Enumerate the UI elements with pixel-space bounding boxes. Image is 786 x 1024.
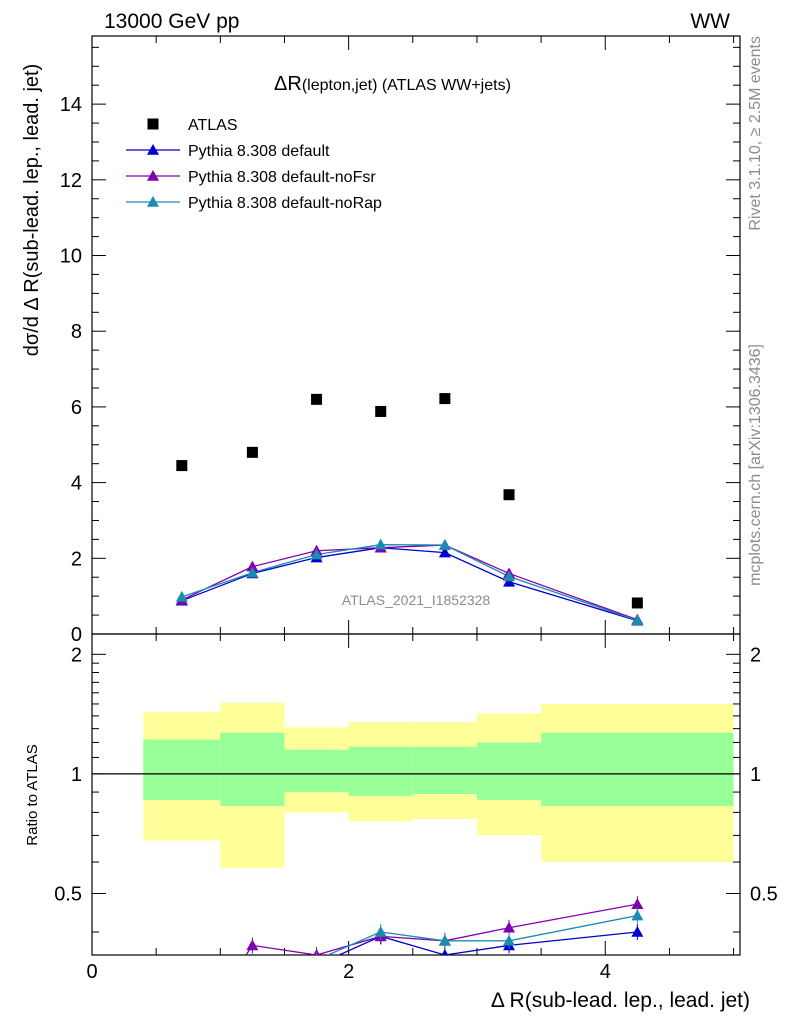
ratio-point <box>246 939 259 951</box>
ratio-y-tick-label: 2 <box>71 644 82 666</box>
legend-marker <box>147 144 159 155</box>
x-tick-label: 0 <box>86 961 97 983</box>
mc-point <box>175 590 188 602</box>
x-tick-label: 4 <box>600 961 611 983</box>
legend: ATLAS Pythia 8.308 default Pythia 8.308 de… <box>126 117 382 212</box>
ratio-point <box>631 898 644 909</box>
ratio-point <box>311 959 323 970</box>
atlas-point <box>246 446 258 458</box>
ratio-point <box>631 925 644 937</box>
main-series-line <box>181 547 638 622</box>
ratio-point <box>315 954 318 955</box>
ratio-series <box>245 896 644 970</box>
y-tick-label: 8 <box>71 321 82 343</box>
band-inner <box>412 746 477 794</box>
ratio-point <box>251 954 253 955</box>
main-series-line <box>181 544 638 621</box>
atlas-point <box>503 489 515 501</box>
mc-point <box>438 546 451 558</box>
band-inner <box>220 732 285 807</box>
main-ylabel: dσ/d Δ R(sub-lead. lep., lead. jet) <box>21 64 43 357</box>
mc-point <box>246 560 259 572</box>
ratio-y-tick-label: 0.5 <box>54 883 82 905</box>
legend-label: Pythia 8.308 default <box>188 143 330 160</box>
ratio-point <box>441 949 449 955</box>
y-tick-label: 10 <box>60 246 82 268</box>
legend-marker-atlas <box>147 118 159 130</box>
y-tick-label: 4 <box>71 473 82 495</box>
main-title-sub: (lepton,jet) (ATLAS WW+jets) <box>302 77 511 94</box>
ratio-ylabel: Ratio to ATLAS <box>24 744 41 845</box>
ratio-bands <box>92 702 740 868</box>
ratio-point <box>313 949 320 955</box>
main-series <box>175 393 644 626</box>
ratio-point <box>503 934 516 946</box>
main-series-line <box>181 544 638 621</box>
band-inner <box>284 749 349 793</box>
ratio-point <box>374 925 387 937</box>
ratio-y-tick-label: 1 <box>71 764 82 786</box>
y-tick-label: 6 <box>71 397 82 419</box>
legend-label: Pythia 8.308 default-noRap <box>188 195 382 212</box>
rivet-text: Rivet 3.1.10, ≥ 2.5M events <box>747 36 764 231</box>
atlas-point <box>176 460 188 472</box>
atlas-point <box>311 393 323 405</box>
legend-label: ATLAS <box>188 117 238 134</box>
band-inner <box>143 739 221 800</box>
main-title-main: ΔR <box>274 73 302 95</box>
legend-label: Pythia 8.308 default-noFsr <box>188 169 376 186</box>
legend-marker <box>147 196 159 207</box>
ratio-point <box>438 934 451 946</box>
ratio-point <box>246 959 258 970</box>
atlas-point <box>631 597 643 609</box>
mc-point <box>438 539 451 550</box>
ratio-y-tick-label-right: 0.5 <box>750 883 778 905</box>
atlas-point <box>375 405 387 417</box>
header-right: WW <box>690 10 730 33</box>
ratio-point <box>631 909 644 921</box>
band-inner <box>476 742 542 800</box>
y-tick-label: 0 <box>71 624 82 646</box>
atlas-point <box>439 393 451 405</box>
mc-point <box>503 570 516 582</box>
x-axis-label: Δ R(sub-lead. lep., lead. jet) <box>491 989 750 1012</box>
watermark: ATLAS_2021_I1852328 <box>342 592 491 608</box>
ratio-frame <box>91 633 741 956</box>
header-left: 13000 GeV pp <box>104 10 239 33</box>
ratio-y-tick-label-right: 1 <box>750 764 761 786</box>
y-tick-label: 2 <box>71 548 82 570</box>
legend-marker <box>147 170 159 181</box>
axis-ticks <box>91 36 740 955</box>
mc-point <box>374 538 387 550</box>
ratio-point <box>503 921 516 933</box>
mc-point <box>631 614 644 626</box>
x-tick-label: 2 <box>343 961 354 983</box>
mcplots-text: mcplots.cern.ch [arXiv:1306.3436] <box>747 344 764 586</box>
band-inner <box>348 746 413 796</box>
ratio-y-tick-label-right: 2 <box>750 644 761 666</box>
mc-point <box>310 548 323 560</box>
y-tick-label: 12 <box>60 170 82 192</box>
main-title: ΔR(lepton,jet) (ATLAS WW+jets) <box>274 73 511 95</box>
mc-point <box>246 566 259 578</box>
band-inner <box>541 732 734 807</box>
y-tick-label: 14 <box>60 94 82 116</box>
